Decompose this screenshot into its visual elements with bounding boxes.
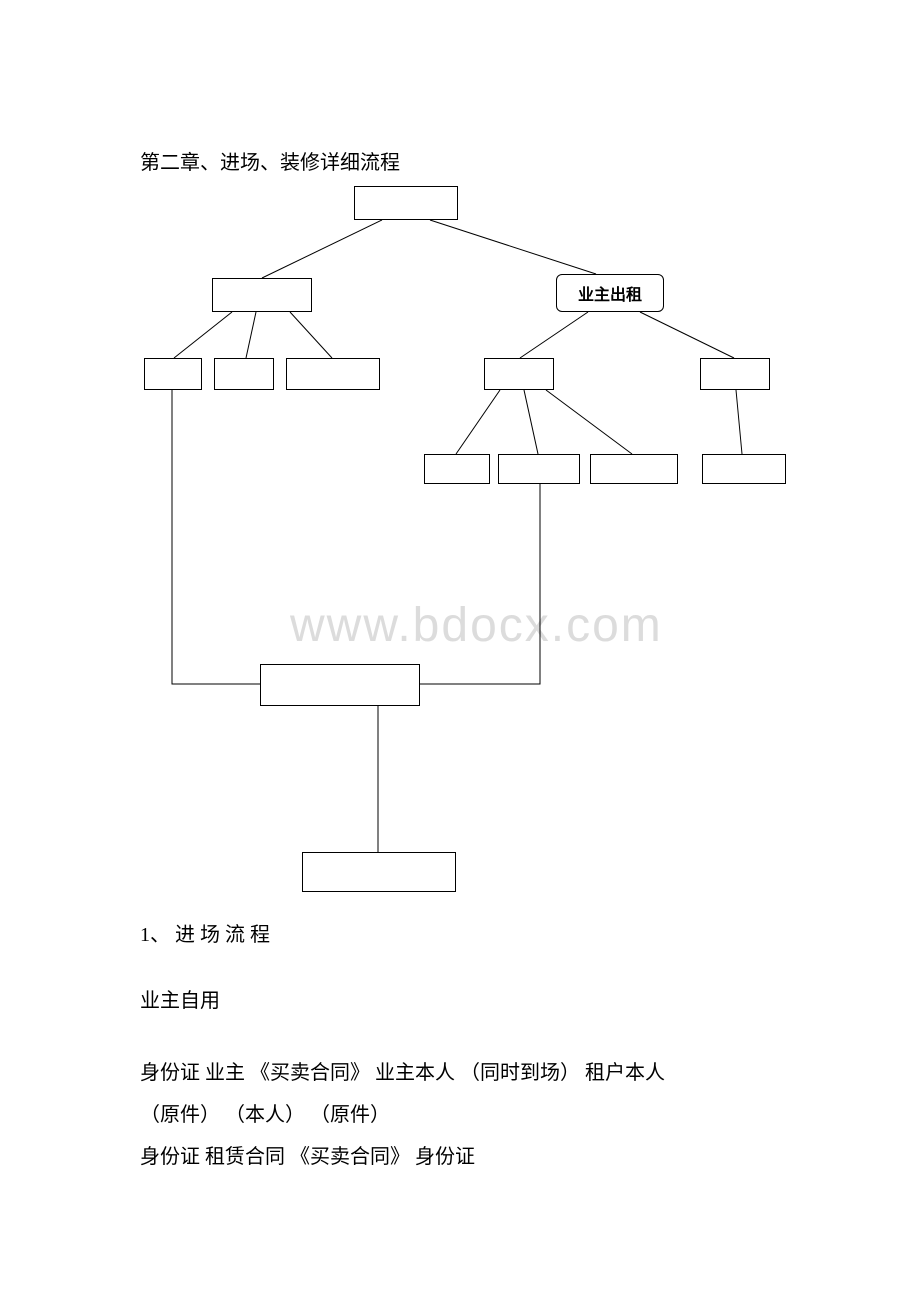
edge-right-r1 — [520, 312, 588, 358]
node-r2 — [700, 358, 770, 390]
node-rr2 — [498, 454, 580, 484]
paragraph-4: 身份证 租赁合同 《买卖合同》 身份证 — [140, 1142, 475, 1172]
watermark-text: www.bdocx.com — [290, 598, 663, 653]
paragraph-2: 身份证 业主 《买卖合同》 业主本人 （同时到场） 租户本人 — [140, 1058, 665, 1088]
edge-r1-rr1 — [456, 390, 500, 454]
node-rr4 — [702, 454, 786, 484]
node-l3 — [286, 358, 380, 390]
node-bot — [302, 852, 456, 892]
edge-r2-rr4 — [736, 390, 742, 454]
node-left — [212, 278, 312, 312]
edge-l1-mid — [172, 390, 260, 684]
edge-root-left — [262, 220, 382, 278]
node-rr3 — [590, 454, 678, 484]
edge-left-l3 — [290, 312, 332, 358]
node-l1 — [144, 358, 202, 390]
edge-r1-rr3 — [546, 390, 632, 454]
node-l2 — [214, 358, 274, 390]
edge-left-l1 — [174, 312, 232, 358]
edge-left-l2 — [246, 312, 256, 358]
node-right: 业主出租 — [556, 274, 664, 312]
edge-rr2-mid — [420, 482, 540, 684]
node-root — [354, 186, 458, 220]
edge-right-r2 — [640, 312, 734, 358]
node-r1 — [484, 358, 554, 390]
node-mid — [260, 664, 420, 706]
paragraph-1: 业主自用 — [140, 986, 220, 1016]
node-rr1 — [424, 454, 490, 484]
paragraph-3: （原件） （本人） （原件） — [140, 1100, 390, 1130]
section-heading: 1、 进 场 流 程 — [140, 920, 270, 950]
edge-root-right — [430, 220, 596, 274]
page-title: 第二章、进场、装修详细流程 — [140, 146, 400, 175]
edge-r1-rr2 — [524, 390, 538, 454]
